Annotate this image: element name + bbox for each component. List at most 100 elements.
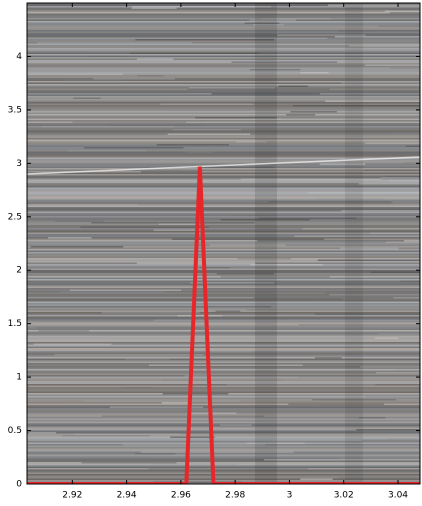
texture-stripe (27, 369, 420, 371)
texture-streak (151, 463, 238, 465)
texture-stripe (27, 61, 420, 64)
texture-band (255, 3, 277, 484)
texture-streak (240, 178, 381, 180)
texture-stripe (27, 375, 420, 377)
texture-stripe (27, 37, 420, 40)
texture-stripe (27, 462, 420, 464)
texture-streak (41, 126, 175, 128)
texture-stripe (27, 382, 420, 385)
texture-stripe (27, 96, 420, 98)
texture-trace (27, 156, 420, 175)
texture-stripe (27, 289, 420, 292)
texture-streak (405, 145, 420, 147)
texture-stripe (27, 348, 420, 350)
texture-streak (327, 4, 420, 6)
texture-streak (365, 64, 420, 66)
texture-streak (102, 415, 265, 417)
y-tick-label: 1.5 (8, 319, 22, 329)
texture-stripe (27, 153, 420, 155)
texture-streak (60, 291, 164, 293)
texture-stripe (27, 385, 420, 388)
texture-stripe (27, 297, 420, 299)
texture-stripe (27, 216, 420, 218)
texture-stripe (27, 445, 420, 448)
texture-streak (315, 313, 420, 315)
texture-stripe (27, 225, 420, 227)
texture-streak (385, 241, 420, 243)
texture-stripe (27, 391, 420, 394)
texture-stripe (27, 147, 420, 149)
texture-streak (384, 10, 420, 12)
texture-stripe (27, 469, 420, 472)
texture-streak (250, 264, 324, 266)
texture-streak (358, 183, 420, 185)
texture-stripe (27, 124, 420, 127)
texture-streak (161, 379, 282, 381)
texture-stripe (27, 409, 420, 412)
texture-streak (201, 166, 274, 168)
texture-streak (362, 439, 420, 441)
texture-stripe (27, 346, 420, 349)
texture-stripe (27, 145, 420, 148)
texture-stripe (27, 25, 420, 28)
texture-streak (171, 238, 325, 240)
texture-stripe (27, 397, 420, 400)
texture-stripe (27, 420, 420, 422)
texture-streak (337, 30, 420, 32)
texture-stripe (27, 193, 420, 196)
texture-streak (37, 327, 201, 329)
texture-streak (156, 144, 229, 146)
texture-stripe (27, 31, 420, 34)
texture-stripe (27, 247, 420, 250)
texture-stripe (27, 459, 420, 461)
texture-streak (360, 366, 420, 368)
texture-streak (378, 25, 420, 27)
texture-stripe (27, 22, 420, 25)
texture-stripe (27, 115, 420, 118)
texture-stripe (27, 358, 420, 361)
texture-stripe (27, 186, 420, 188)
texture-streak (131, 7, 177, 9)
texture-stripe (27, 175, 420, 178)
texture-stripe (27, 342, 420, 344)
texture-stripe (27, 66, 420, 68)
texture-streak (314, 198, 385, 200)
texture-stripe (27, 423, 420, 425)
texture-streak (342, 298, 420, 300)
texture-stripe (27, 439, 420, 442)
texture-stripe (27, 396, 420, 398)
texture-streak (364, 142, 420, 144)
texture-stripe (27, 232, 420, 235)
texture-streak (356, 429, 420, 431)
texture-stripe (27, 304, 420, 307)
texture-stripe (27, 231, 420, 233)
plot-area (27, 166, 420, 484)
texture-stripe (27, 243, 420, 245)
texture-stripe (27, 64, 420, 67)
texture-streak (268, 201, 392, 203)
texture-stripe (27, 312, 420, 314)
texture-stripe (27, 210, 420, 212)
texture-stripe (27, 313, 420, 316)
texture-stripe (27, 256, 420, 259)
texture-streak (277, 34, 366, 36)
texture-streak (185, 151, 214, 153)
texture-stripe (27, 123, 420, 125)
texture-streak (65, 405, 192, 407)
texture-streak (380, 177, 420, 179)
texture-stripe (27, 373, 420, 376)
texture-streak (187, 88, 330, 90)
texture-streak (392, 202, 420, 204)
texture-streak (244, 22, 280, 24)
texture-streak (284, 321, 420, 323)
texture-streak (158, 223, 197, 225)
texture-stripe (27, 43, 420, 46)
texture-stripe (27, 426, 420, 428)
texture-streak (392, 9, 420, 11)
texture-stripe (27, 181, 420, 184)
texture-streak (107, 124, 205, 126)
texture-streak (80, 226, 209, 228)
texture-stripe (27, 51, 420, 53)
